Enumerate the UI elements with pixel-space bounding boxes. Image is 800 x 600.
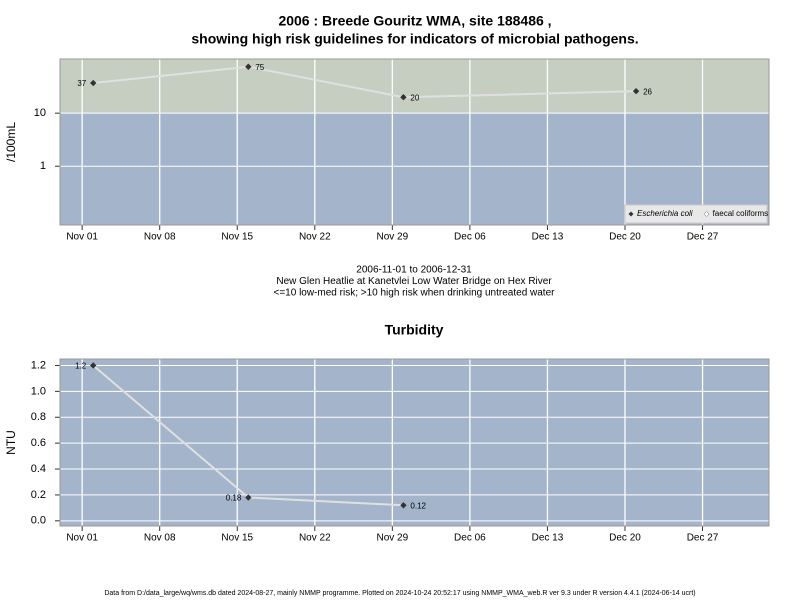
x-tick-label: Nov 08 bbox=[144, 533, 176, 544]
y-axis-label: NTU bbox=[4, 430, 18, 455]
y-axis-label: /100mL bbox=[4, 122, 18, 162]
data-point bbox=[400, 502, 407, 509]
subtitle: <=10 low-med risk; >10 high risk when dr… bbox=[274, 288, 556, 299]
y-tick-label: 1.0 bbox=[31, 385, 46, 397]
data-label: 0.12 bbox=[410, 501, 426, 510]
legend-box bbox=[624, 204, 768, 224]
high-risk-zone bbox=[60, 59, 769, 114]
x-tick-label: Nov 29 bbox=[377, 232, 409, 243]
x-tick-label: Nov 15 bbox=[221, 533, 253, 544]
data-point bbox=[90, 79, 97, 87]
x-tick-label: Dec 13 bbox=[532, 232, 564, 243]
chart-title: Turbidity bbox=[385, 322, 444, 338]
plot-frame bbox=[59, 358, 770, 527]
legend-label: faecal coliforms bbox=[713, 209, 769, 218]
y-tick-label: 0.4 bbox=[31, 463, 46, 475]
data-point bbox=[90, 362, 97, 369]
x-tick-label: Dec 20 bbox=[609, 533, 641, 544]
x-tick-label: Nov 22 bbox=[299, 232, 331, 243]
x-tick-label: Dec 06 bbox=[454, 533, 486, 544]
plot-background bbox=[60, 359, 769, 526]
data-label: 37 bbox=[77, 79, 86, 88]
x-tick-label: Nov 08 bbox=[144, 232, 176, 243]
legend-marker bbox=[703, 211, 710, 217]
x-tick-label: Dec 27 bbox=[687, 232, 719, 243]
x-tick-label: Nov 01 bbox=[66, 232, 98, 243]
data-point bbox=[400, 94, 407, 101]
y-tick-label: 1.2 bbox=[31, 359, 46, 371]
data-label: 26 bbox=[643, 87, 652, 96]
x-tick-label: Dec 06 bbox=[454, 232, 486, 243]
legend: Escherichia coli faecal coliforms bbox=[624, 204, 769, 224]
x-tick-label: Dec 27 bbox=[687, 533, 719, 544]
y-tick-label: 0.2 bbox=[31, 489, 46, 501]
data-point bbox=[245, 63, 252, 70]
x-tick-label: Nov 29 bbox=[377, 533, 409, 544]
y-tick-label: 1 bbox=[40, 160, 46, 172]
subtitle: 2006-11-01 to 2006-12-31 bbox=[356, 265, 472, 276]
footer: Data from D:/data_large/wq/wms.db dated … bbox=[104, 590, 695, 597]
chart-title: 2006 : Breede Gouritz WMA, site 188486 , bbox=[278, 13, 551, 29]
legend-label: Escherichia coli bbox=[637, 209, 693, 218]
y-tick-label: 10 bbox=[34, 107, 46, 119]
y-tick-label: 0.8 bbox=[31, 411, 46, 423]
data-label: 0.18 bbox=[226, 494, 242, 503]
data-label: 20 bbox=[410, 93, 419, 102]
x-tick-label: Dec 13 bbox=[532, 533, 564, 544]
subtitle: New Glen Heatlie at Kanetvlei Low Water … bbox=[276, 276, 552, 287]
x-tick-label: Nov 15 bbox=[221, 232, 253, 243]
data-point bbox=[245, 494, 252, 501]
plot-frame bbox=[59, 58, 770, 226]
data-point bbox=[632, 87, 640, 95]
series-line bbox=[93, 65, 637, 99]
legend-marker bbox=[628, 211, 634, 217]
x-tick-label: Dec 20 bbox=[609, 232, 641, 243]
data-label: 75 bbox=[255, 63, 264, 72]
chart-title: showing high risk guidelines for indicat… bbox=[191, 31, 638, 47]
x-tick-label: Nov 22 bbox=[299, 533, 331, 544]
y-tick-label: 0.6 bbox=[31, 437, 46, 449]
data-label: 1.2 bbox=[75, 362, 87, 371]
x-tick-label: Nov 01 bbox=[66, 533, 98, 544]
y-tick-label: 0.0 bbox=[31, 515, 46, 527]
